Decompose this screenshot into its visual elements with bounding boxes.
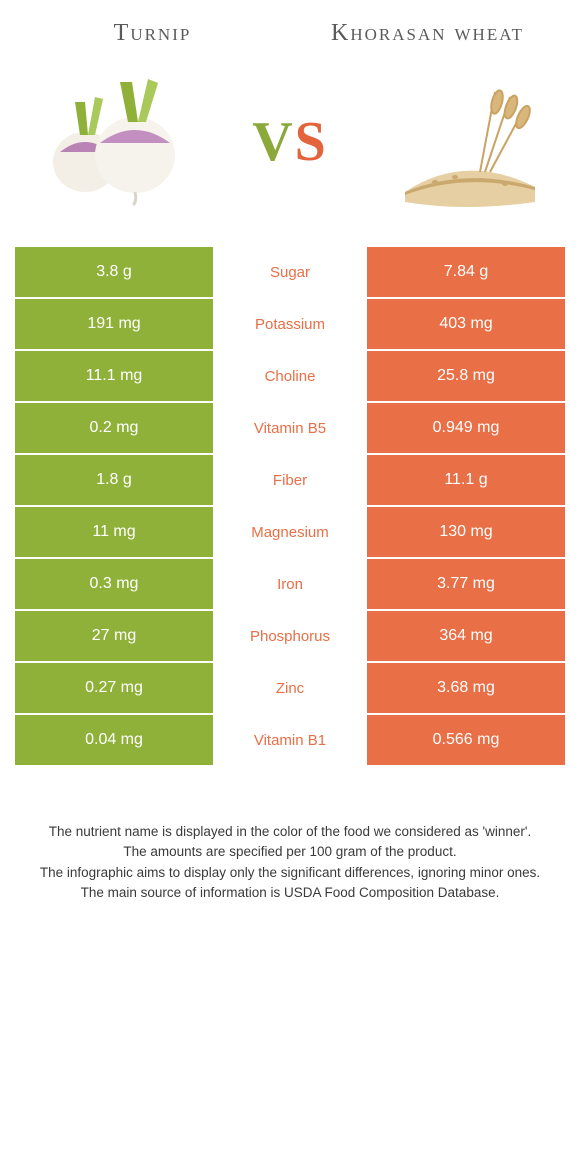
left-value: 0.04 mg bbox=[15, 715, 213, 765]
vs-v: V bbox=[252, 111, 294, 173]
footer-line-3: The infographic aims to display only the… bbox=[30, 863, 550, 883]
right-value: 7.84 g bbox=[367, 247, 565, 297]
left-value: 1.8 g bbox=[15, 455, 213, 505]
table-row: 1.8 gFiber11.1 g bbox=[15, 455, 565, 507]
nutrient-label: Iron bbox=[213, 559, 367, 609]
left-value: 11.1 mg bbox=[15, 351, 213, 401]
nutrient-label: Choline bbox=[213, 351, 367, 401]
table-row: 11 mgMagnesium130 mg bbox=[15, 507, 565, 559]
left-value: 3.8 g bbox=[15, 247, 213, 297]
wheat-icon bbox=[385, 72, 545, 212]
table-row: 0.04 mgVitamin B10.566 mg bbox=[15, 715, 565, 767]
table-row: 11.1 mgCholine25.8 mg bbox=[15, 351, 565, 403]
right-value: 0.949 mg bbox=[367, 403, 565, 453]
left-value: 27 mg bbox=[15, 611, 213, 661]
nutrient-label: Vitamin B5 bbox=[213, 403, 367, 453]
right-value: 25.8 mg bbox=[367, 351, 565, 401]
footer-line-2: The amounts are specified per 100 gram o… bbox=[30, 842, 550, 862]
left-value: 11 mg bbox=[15, 507, 213, 557]
table-row: 0.27 mgZinc3.68 mg bbox=[15, 663, 565, 715]
left-food-title: Turnip bbox=[29, 20, 277, 47]
turnip-icon bbox=[35, 72, 195, 212]
right-value: 3.77 mg bbox=[367, 559, 565, 609]
table-row: 3.8 gSugar7.84 g bbox=[15, 247, 565, 299]
table-row: 191 mgPotassium403 mg bbox=[15, 299, 565, 351]
nutrient-label: Potassium bbox=[213, 299, 367, 349]
header-titles: Turnip Khorasan wheat bbox=[15, 20, 565, 47]
images-row: VS bbox=[15, 72, 565, 212]
nutrient-table: 3.8 gSugar7.84 g191 mgPotassium403 mg11.… bbox=[15, 247, 565, 767]
footer-notes: The nutrient name is displayed in the co… bbox=[15, 822, 565, 903]
table-row: 0.2 mgVitamin B50.949 mg bbox=[15, 403, 565, 455]
right-value: 0.566 mg bbox=[367, 715, 565, 765]
left-value: 0.3 mg bbox=[15, 559, 213, 609]
footer-line-1: The nutrient name is displayed in the co… bbox=[30, 822, 550, 842]
left-value: 0.27 mg bbox=[15, 663, 213, 713]
right-value: 403 mg bbox=[367, 299, 565, 349]
right-value: 11.1 g bbox=[367, 455, 565, 505]
nutrient-label: Magnesium bbox=[213, 507, 367, 557]
footer-line-4: The main source of information is USDA F… bbox=[30, 883, 550, 903]
table-row: 27 mgPhosphorus364 mg bbox=[15, 611, 565, 663]
table-row: 0.3 mgIron3.77 mg bbox=[15, 559, 565, 611]
left-value: 0.2 mg bbox=[15, 403, 213, 453]
right-value: 3.68 mg bbox=[367, 663, 565, 713]
right-food-title: Khorasan wheat bbox=[304, 20, 552, 47]
nutrient-label: Sugar bbox=[213, 247, 367, 297]
vs-s: S bbox=[295, 111, 328, 173]
right-value: 130 mg bbox=[367, 507, 565, 557]
left-value: 191 mg bbox=[15, 299, 213, 349]
vs-label: VS bbox=[252, 110, 328, 174]
right-value: 364 mg bbox=[367, 611, 565, 661]
nutrient-label: Phosphorus bbox=[213, 611, 367, 661]
nutrient-label: Zinc bbox=[213, 663, 367, 713]
nutrient-label: Vitamin B1 bbox=[213, 715, 367, 765]
nutrient-label: Fiber bbox=[213, 455, 367, 505]
